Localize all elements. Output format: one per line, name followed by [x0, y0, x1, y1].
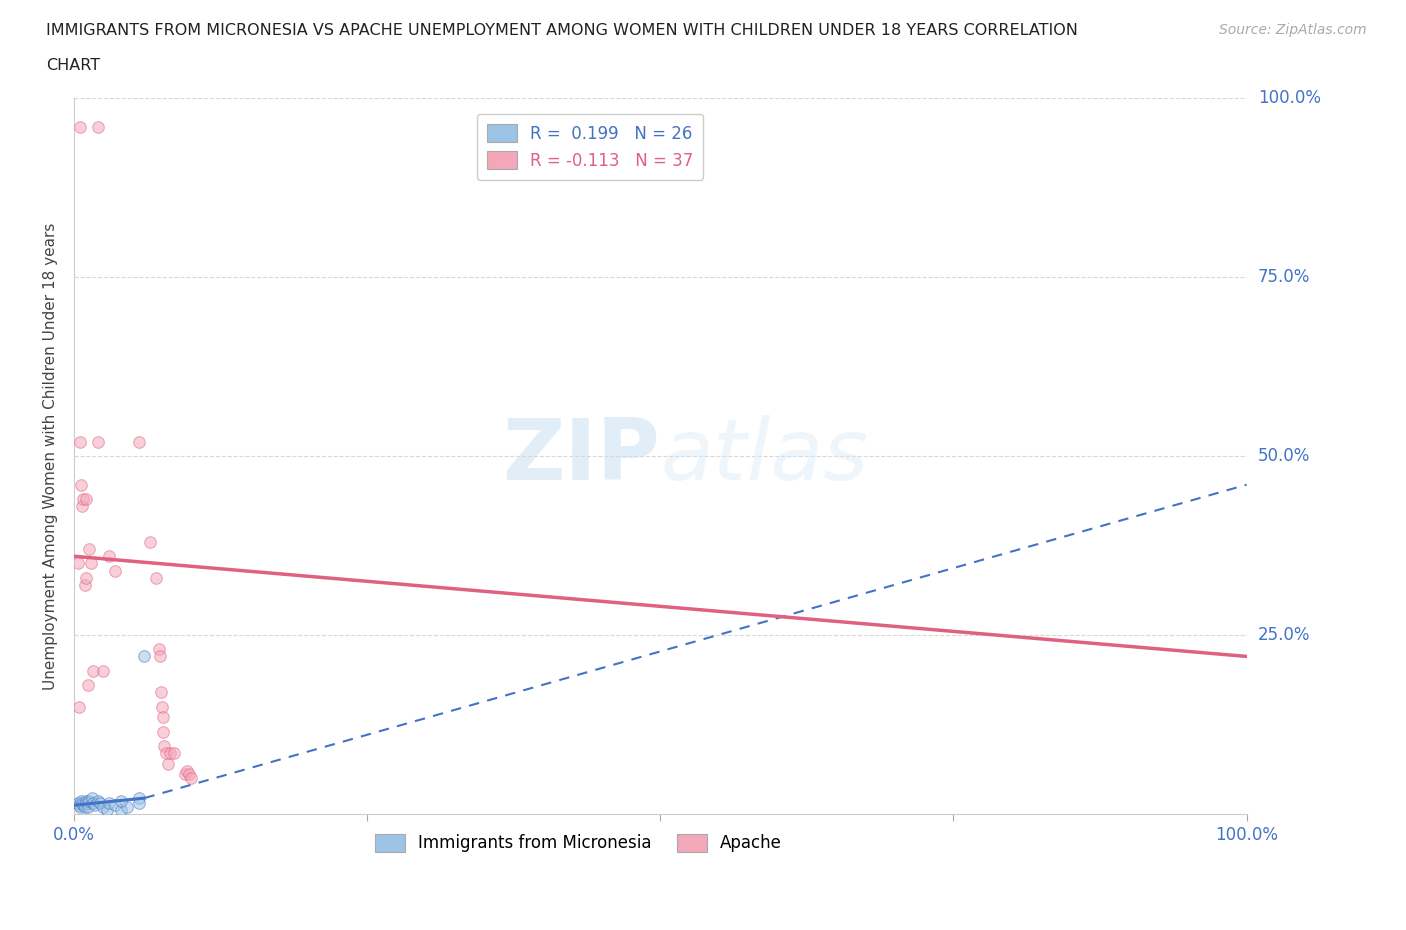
Point [86, 434, 108, 449]
Point [79, 793, 101, 808]
Text: CHART: CHART [46, 58, 100, 73]
Point [174, 767, 197, 782]
Point [66, 796, 89, 811]
Point [149, 684, 172, 699]
Point [69, 120, 91, 135]
Point [93, 800, 115, 815]
Point [75, 793, 97, 808]
Point [150, 699, 173, 714]
Point [104, 564, 127, 578]
Point [72, 796, 94, 811]
Legend: Immigrants from Micronesia, Apache: Immigrants from Micronesia, Apache [368, 827, 789, 859]
Point [98, 549, 121, 564]
Point [152, 710, 174, 724]
Point [176, 764, 198, 778]
Point [77, 799, 100, 814]
Point [80, 790, 103, 805]
Point [128, 434, 150, 449]
Point [72, 498, 94, 513]
Point [77, 678, 100, 693]
Y-axis label: Unemployment Among Women with Children Under 18 years: Unemployment Among Women with Children U… [44, 222, 58, 690]
Point [134, 649, 156, 664]
Point [79, 556, 101, 571]
Point [67, 699, 90, 714]
Point [72, 492, 94, 507]
Point [86, 793, 108, 808]
Point [180, 771, 202, 786]
Point [104, 798, 127, 813]
Text: IMMIGRANTS FROM MICRONESIA VS APACHE UNEMPLOYMENT AMONG WOMEN WITH CHILDREN UNDE: IMMIGRANTS FROM MICRONESIA VS APACHE UNE… [46, 23, 1078, 38]
Point [128, 796, 150, 811]
Point [89, 796, 111, 811]
Point [152, 724, 174, 739]
Point [128, 790, 150, 805]
Point [70, 477, 93, 492]
Text: 50.0%: 50.0% [1258, 447, 1310, 465]
Point [69, 800, 91, 815]
Point [110, 793, 132, 808]
Point [67, 798, 90, 813]
Point [79, 541, 101, 556]
Point [148, 642, 170, 657]
Point [96, 803, 118, 817]
Point [73, 578, 96, 592]
Point [69, 434, 91, 449]
Text: 25.0%: 25.0% [1258, 626, 1310, 644]
Point [73, 799, 96, 814]
Point [93, 663, 115, 678]
Point [82, 663, 104, 678]
Text: ZIP: ZIP [502, 415, 661, 498]
Point [72, 798, 94, 813]
Point [155, 746, 177, 761]
Point [159, 746, 181, 761]
Point [177, 767, 200, 782]
Text: 75.0%: 75.0% [1258, 268, 1310, 286]
Point [149, 649, 172, 664]
Text: 100.0%: 100.0% [1258, 89, 1320, 107]
Point [163, 746, 186, 761]
Point [66, 556, 89, 571]
Point [145, 570, 167, 585]
Point [153, 738, 176, 753]
Point [110, 803, 132, 817]
Point [75, 492, 97, 507]
Point [75, 570, 97, 585]
Point [84, 798, 107, 813]
Point [86, 120, 108, 135]
Point [76, 796, 98, 811]
Point [82, 796, 104, 811]
Point [115, 799, 138, 814]
Text: atlas: atlas [661, 415, 869, 498]
Point [139, 535, 162, 550]
Point [98, 796, 121, 811]
Point [156, 756, 179, 771]
Point [70, 793, 93, 808]
Text: Source: ZipAtlas.com: Source: ZipAtlas.com [1219, 23, 1367, 37]
